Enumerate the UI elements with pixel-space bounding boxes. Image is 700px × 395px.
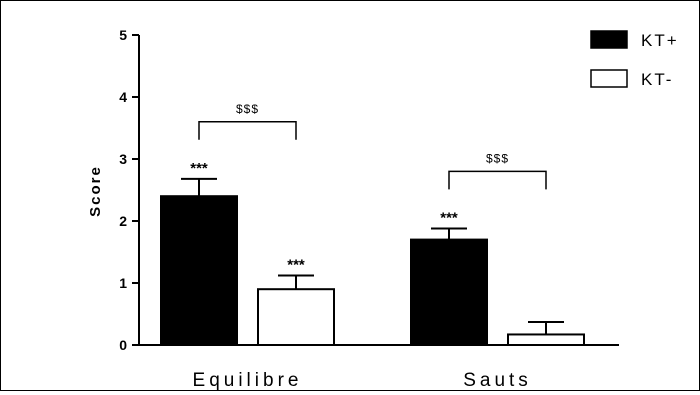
significance-label: *** [287, 257, 305, 274]
legend-label: KT+ [641, 31, 679, 50]
bar [160, 195, 238, 346]
y-tick-label: 3 [119, 151, 127, 167]
legend-swatch [590, 30, 628, 49]
y-axis-label: Score [87, 165, 104, 217]
bar [257, 288, 335, 347]
comparison-bracket [448, 170, 547, 190]
significance-label: *** [440, 209, 458, 226]
annotations: *** *** $$$ *** $$$ [190, 102, 547, 274]
bars [160, 177, 585, 347]
comparison-label: $$$ [486, 151, 509, 165]
y-axis: 0 1 2 3 4 5 [119, 27, 140, 353]
x-axis: Equilibre Sauts [139, 344, 619, 391]
bar [410, 238, 488, 347]
x-category-label: Sauts [463, 370, 532, 390]
significance-label: *** [190, 160, 208, 177]
y-tick-label: 5 [119, 27, 127, 43]
comparison-label: $$$ [236, 102, 259, 116]
legend: KT+ KT- [590, 30, 679, 89]
y-tick-label: 4 [119, 89, 127, 105]
legend-swatch [590, 69, 628, 88]
y-tick-label: 2 [119, 213, 127, 229]
y-tick-label: 0 [119, 337, 127, 353]
y-tick-label: 1 [119, 275, 127, 291]
comparison-bracket [198, 121, 297, 140]
legend-label: KT- [641, 70, 673, 89]
bar [507, 333, 585, 346]
x-category-label: Equilibre [193, 370, 303, 390]
